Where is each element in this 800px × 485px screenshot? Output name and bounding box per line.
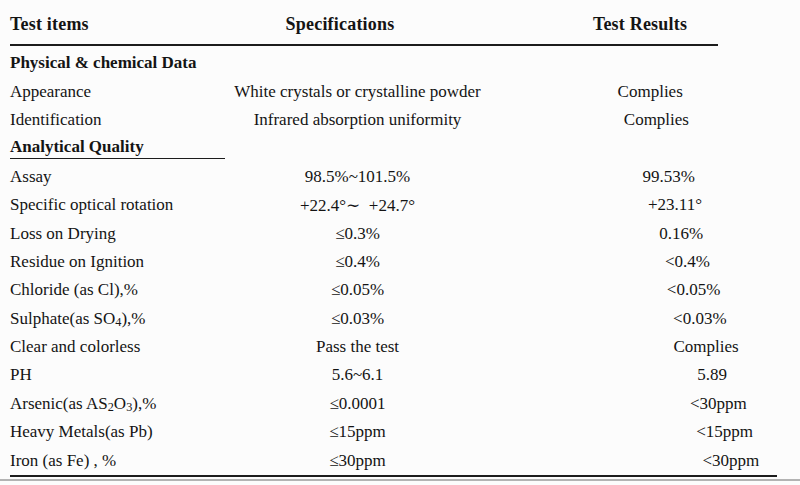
result-cell: Complies bbox=[576, 337, 800, 357]
subscript-digit: 3 bbox=[126, 400, 132, 414]
test-item-cell: Residue on Ignition bbox=[10, 252, 225, 272]
specification-cell: 5.6~6.1 bbox=[215, 365, 500, 385]
result-cell: <15ppm bbox=[595, 422, 800, 442]
specification-cell: +22.4°∼ +24.7° bbox=[215, 195, 500, 216]
table-row: Heavy Metals(as Pb)≤15ppm<15ppm bbox=[10, 418, 777, 446]
specification-cell: ≤15ppm bbox=[215, 422, 500, 442]
test-item-cell: Loss on Drying bbox=[10, 224, 225, 244]
table-body: Physical & chemical Data AppearanceWhite … bbox=[10, 49, 777, 475]
table-bottom-rule bbox=[10, 475, 777, 477]
result-cell: <0.4% bbox=[557, 252, 800, 272]
test-item-cell: PH bbox=[10, 365, 225, 385]
test-item-cell: Arsenic(as AS2O3),% bbox=[10, 394, 225, 414]
specification-cell: Pass the test bbox=[215, 337, 500, 357]
table-row: Specific optical rotation+22.4°∼ +24.7°+… bbox=[10, 191, 777, 219]
subscript-digit: 4 bbox=[115, 315, 121, 329]
section-title: Physical & chemical Data bbox=[10, 53, 225, 73]
test-item-cell: Appearance bbox=[10, 82, 225, 102]
result-cell: Complies bbox=[526, 110, 786, 130]
result-cell: 5.89 bbox=[582, 365, 800, 385]
specification-table: Test items Specifications Test Results P… bbox=[10, 12, 777, 477]
column-header-test-items: Test items bbox=[10, 14, 89, 35]
table-row: Chloride (as Cl),%≤0.05%<0.05% bbox=[10, 276, 777, 304]
table-row: PH5.6~6.15.89 bbox=[10, 361, 777, 389]
column-header-test-results: Test Results bbox=[593, 14, 687, 35]
test-item-cell: Specific optical rotation bbox=[10, 195, 225, 215]
test-item-cell: Assay bbox=[10, 167, 225, 187]
table-row: IdentificationInfrared absorption unifor… bbox=[10, 106, 777, 134]
result-cell: <30ppm bbox=[588, 394, 800, 414]
table-header-row: Test items Specifications Test Results bbox=[10, 12, 718, 46]
table-row: Arsenic(as AS2O3),%≤0.0001<30ppm bbox=[10, 390, 777, 418]
subscript-digit: 2 bbox=[108, 400, 114, 414]
specification-cell: Infrared absorption uniformity bbox=[215, 110, 500, 130]
table-row: Assay98.5%~101.5%99.53% bbox=[10, 163, 777, 191]
scan-artifact-line bbox=[0, 479, 800, 481]
table-row: Iron (as Fe) , %≤30ppm<30ppm bbox=[10, 446, 777, 474]
result-cell: 99.53% bbox=[539, 167, 799, 187]
test-item-cell: Sulphate(as SO4),% bbox=[10, 309, 225, 329]
test-item-cell: Identification bbox=[10, 110, 225, 130]
result-cell: 0.16% bbox=[551, 224, 800, 244]
table-row: Loss on Drying≤0.3%0.16% bbox=[10, 219, 777, 247]
specification-cell: ≤0.0001 bbox=[215, 394, 500, 414]
test-item-cell: Iron (as Fe) , % bbox=[10, 451, 225, 471]
result-cell: <30ppm bbox=[601, 451, 800, 471]
column-header-specifications: Specifications bbox=[286, 14, 395, 35]
specification-cell: ≤0.05% bbox=[215, 280, 500, 300]
specification-cell: White crystals or crystalline powder bbox=[215, 82, 500, 102]
table-row: Residue on Ignition≤0.4%<0.4% bbox=[10, 248, 777, 276]
specification-cell: 98.5%~101.5% bbox=[215, 167, 500, 187]
specification-cell: ≤30ppm bbox=[215, 451, 500, 471]
specification-cell: ≤0.3% bbox=[215, 224, 500, 244]
result-cell: +23.11° bbox=[545, 195, 800, 215]
test-item-cell: Clear and colorless bbox=[10, 337, 225, 357]
result-cell: <0.03% bbox=[570, 309, 800, 329]
specification-cell: ≤0.03% bbox=[215, 309, 500, 329]
table-row: AppearanceWhite crystals or crystalline … bbox=[10, 77, 777, 105]
test-item-cell: Chloride (as Cl),% bbox=[10, 280, 225, 300]
result-cell: Complies bbox=[520, 82, 780, 102]
table-row: Clear and colorlessPass the testComplies bbox=[10, 333, 777, 361]
specification-cell: ≤0.4% bbox=[215, 252, 500, 272]
result-cell: <0.05% bbox=[564, 280, 800, 300]
test-item-cell: Heavy Metals(as Pb) bbox=[10, 422, 225, 442]
specification-document: Test items Specifications Test Results P… bbox=[0, 0, 800, 485]
section-title: Analytical Quality bbox=[10, 137, 225, 159]
section-row: Physical & chemical Data bbox=[10, 49, 777, 77]
section-row: Analytical Quality bbox=[10, 134, 777, 162]
table-row: Sulphate(as SO4),%≤0.03%<0.03% bbox=[10, 305, 777, 333]
